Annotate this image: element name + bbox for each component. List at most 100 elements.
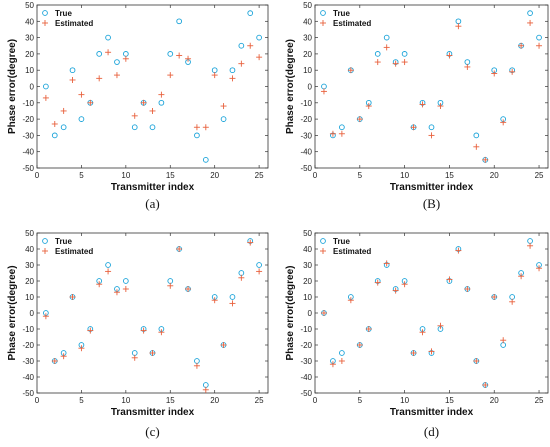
data-point-estimated <box>51 358 58 364</box>
data-point-estimated <box>329 130 336 137</box>
data-point-true <box>220 116 227 122</box>
x-tick-label: 25 <box>535 396 544 405</box>
data-point-estimated <box>464 63 471 70</box>
legend-box <box>41 8 101 30</box>
y-axis-label: Phase error(degree) <box>7 265 18 360</box>
x-tick-label: 20 <box>210 171 219 180</box>
y-tick-label: -10 <box>300 325 312 334</box>
data-point-estimated <box>220 342 227 348</box>
data-point-estimated <box>122 286 129 292</box>
y-tick-label: 10 <box>303 66 312 75</box>
y-tick-label: -30 <box>300 131 312 140</box>
x-axis-label: Transmitter index <box>390 182 474 193</box>
data-point-true <box>69 67 76 74</box>
data-point-estimated <box>536 265 543 272</box>
data-point-true <box>96 51 103 57</box>
y-tick-label: 20 <box>25 277 34 286</box>
data-point-estimated <box>446 276 453 283</box>
legend-marker-estimated <box>320 248 326 254</box>
data-point-true <box>167 51 174 57</box>
data-point-true <box>238 42 245 49</box>
data-point-estimated <box>392 287 399 294</box>
data-point-true <box>401 51 408 57</box>
series-true <box>321 238 542 388</box>
y-tick-label: 50 <box>25 229 34 238</box>
data-point-true <box>78 116 85 122</box>
y-tick-label: 20 <box>303 277 312 286</box>
data-point-estimated <box>473 143 480 150</box>
x-tick-label: 20 <box>210 396 219 405</box>
panel-label: (d) <box>424 424 439 439</box>
data-point-estimated <box>140 327 147 334</box>
data-point-estimated <box>437 103 444 110</box>
y-tick-label: -40 <box>300 148 312 157</box>
data-point-estimated <box>256 54 263 61</box>
data-point-estimated <box>96 281 103 288</box>
y-tick-label: -40 <box>22 373 34 382</box>
data-point-estimated <box>211 72 218 79</box>
y-tick-label: -30 <box>300 357 312 366</box>
data-point-true <box>256 34 262 41</box>
data-point-estimated <box>455 23 462 30</box>
x-tick-label: 20 <box>490 171 499 180</box>
data-point-estimated <box>482 156 489 163</box>
panel-label: (a) <box>145 196 159 211</box>
legend-marker-estimated <box>320 20 326 26</box>
y-tick-label: 0 <box>30 83 35 92</box>
chart-panel-2: -50 -40 -30 -20 -10 0 10 20 30 40 50 0 5 10 15 20 25 Tran… <box>285 1 549 211</box>
data-point-estimated <box>149 350 156 356</box>
data-point-estimated <box>374 279 381 286</box>
data-point-estimated <box>500 337 507 344</box>
y-tick-label: 40 <box>303 245 312 254</box>
series-true <box>321 10 542 163</box>
data-point-true <box>321 83 327 90</box>
data-point-estimated <box>401 281 408 288</box>
data-point-true <box>194 358 200 364</box>
data-point-estimated <box>347 67 354 74</box>
series-estimated <box>42 42 263 131</box>
series-estimated <box>320 242 543 388</box>
data-point-estimated <box>140 99 147 106</box>
data-point-true <box>131 350 138 356</box>
y-tick-label: -10 <box>300 99 312 108</box>
data-point-estimated <box>247 42 254 49</box>
data-point-true <box>105 34 111 41</box>
y-tick-label: -30 <box>22 131 34 140</box>
x-tick-label: 15 <box>166 396 175 405</box>
y-tick-label: -50 <box>22 164 34 173</box>
data-point-true <box>176 18 183 25</box>
x-tick-label: 0 <box>35 396 40 405</box>
chart-panel-1: -50 -40 -30 -20 -10 0 10 20 30 40 50 0 5 10 15 20 25 Tran… <box>7 1 269 211</box>
data-point-true <box>247 10 254 17</box>
data-point-estimated <box>473 358 480 364</box>
data-point-true <box>527 10 533 17</box>
data-point-true <box>202 382 209 388</box>
data-point-true <box>339 350 345 356</box>
x-tick-label: 25 <box>535 171 544 180</box>
x-axis-label: Transmitter index <box>111 182 195 193</box>
data-point-estimated <box>113 289 120 296</box>
data-point-estimated <box>536 42 543 49</box>
y-tick-label: 50 <box>303 1 312 10</box>
data-point-estimated <box>419 101 426 108</box>
data-point-estimated <box>392 60 399 67</box>
legend-box <box>319 8 379 30</box>
data-point-estimated <box>60 353 67 360</box>
data-point-true <box>339 124 345 131</box>
y-tick-label: 20 <box>25 50 34 59</box>
y-tick-label: -10 <box>22 99 34 108</box>
data-point-estimated <box>347 297 354 304</box>
data-point-true <box>374 51 381 57</box>
data-point-true <box>428 124 435 131</box>
x-tick-label: 0 <box>313 171 318 180</box>
data-point-estimated <box>320 310 327 316</box>
legend-marker-true <box>320 238 326 244</box>
y-tick-label: -10 <box>22 325 34 334</box>
data-point-true <box>509 294 516 300</box>
y-tick-label: -40 <box>22 148 34 157</box>
legend-marker-true <box>42 238 48 244</box>
y-tick-label: 10 <box>25 293 34 302</box>
